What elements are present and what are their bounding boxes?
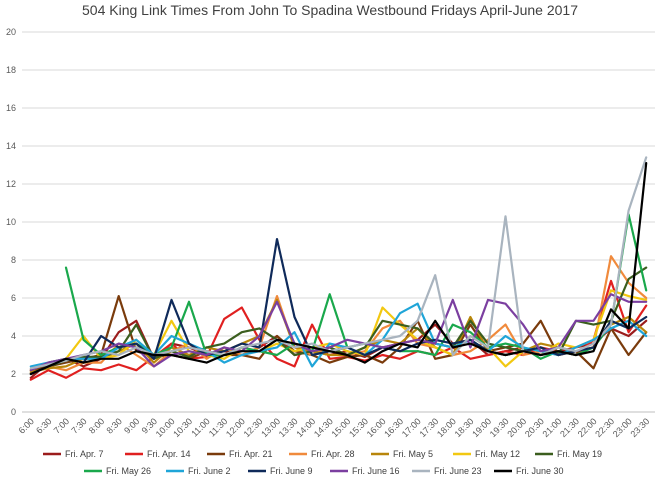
x-tick-label: 22:00 (576, 416, 599, 439)
chart-title: 504 King Link Times From John To Spadina… (82, 2, 578, 18)
legend: Fri. Apr. 7 Fri. Apr. 14 Fri. Apr. 21 Fri. … (43, 449, 602, 476)
x-tick-label: 15:30 (347, 416, 370, 439)
x-tick-label: 8:00 (87, 416, 106, 435)
x-tick-label: 22:30 (593, 416, 616, 439)
x-tick-label: 14:00 (294, 416, 317, 439)
series-line (29, 293, 648, 372)
x-tick-label: 7:30 (69, 416, 88, 435)
x-tick-label: 8:30 (104, 416, 123, 435)
legend-label: Fri. May 5 (393, 449, 433, 459)
x-axis-ticks: 6:006:307:007:308:008:309:009:3010:0010:… (17, 416, 652, 439)
legend-label: Fri. May 19 (557, 449, 602, 459)
x-tick-label: 12:00 (224, 416, 247, 439)
legend-label: Fri. June 2 (188, 466, 231, 476)
legend-label: Fri. Apr. 7 (65, 449, 104, 459)
y-tick-label: 16 (6, 103, 16, 113)
legend-label: Fri. May 26 (106, 466, 151, 476)
legend-label: Fri. June 30 (516, 466, 564, 476)
x-tick-label: 19:00 (470, 416, 493, 439)
y-tick-label: 8 (11, 255, 16, 265)
x-tick-label: 23:30 (628, 416, 651, 439)
x-tick-label: 7:00 (52, 416, 71, 435)
x-tick-label: 21:00 (541, 416, 564, 439)
x-tick-label: 10:00 (154, 416, 177, 439)
x-tick-label: 20:00 (505, 416, 528, 439)
x-tick-label: 15:00 (330, 416, 353, 439)
legend-label: Fri. May 12 (475, 449, 520, 459)
x-tick-label: 17:00 (400, 416, 423, 439)
legend-label: Fri. Apr. 14 (147, 449, 191, 459)
legend-label: Fri. Apr. 21 (229, 449, 273, 459)
series-line (29, 156, 648, 370)
x-tick-label: 21:30 (558, 416, 581, 439)
series-lines (29, 156, 648, 381)
x-tick-label: 18:00 (435, 416, 458, 439)
y-tick-label: 12 (6, 179, 16, 189)
x-tick-label: 20:30 (523, 416, 546, 439)
x-tick-label: 6:00 (17, 416, 36, 435)
x-tick-label: 13:30 (277, 416, 300, 439)
x-tick-label: 16:00 (365, 416, 388, 439)
series-line (64, 213, 648, 360)
x-tick-label: 9:00 (122, 416, 141, 435)
x-tick-label: 16:30 (382, 416, 405, 439)
y-tick-label: 10 (6, 217, 16, 227)
x-tick-label: 12:30 (242, 416, 265, 439)
x-tick-label: 13:00 (259, 416, 282, 439)
series-line (29, 295, 648, 372)
x-tick-label: 18:30 (453, 416, 476, 439)
y-tick-label: 2 (11, 369, 16, 379)
x-tick-label: 6:30 (34, 416, 53, 435)
y-axis-ticks: 0 2 4 6 8 10 12 14 16 18 20 (6, 27, 16, 417)
y-tick-label: 0 (11, 407, 16, 417)
legend-label: Fri. June 9 (270, 466, 313, 476)
y-tick-label: 20 (6, 27, 16, 37)
x-tick-label: 19:30 (488, 416, 511, 439)
y-tick-label: 14 (6, 141, 16, 151)
x-tick-label: 11:00 (189, 416, 212, 439)
series-line (29, 302, 648, 368)
y-tick-label: 18 (6, 65, 16, 75)
series-line (29, 162, 648, 376)
x-tick-label: 10:30 (171, 416, 194, 439)
legend-label: Fri. June 16 (352, 466, 400, 476)
y-tick-label: 4 (11, 331, 16, 341)
x-tick-label: 17:30 (417, 416, 440, 439)
y-tick-label: 6 (11, 293, 16, 303)
x-tick-label: 14:30 (312, 416, 335, 439)
x-tick-label: 23:00 (611, 416, 634, 439)
legend-label: Fri. June 23 (434, 466, 482, 476)
legend-label: Fri. Apr. 28 (311, 449, 355, 459)
